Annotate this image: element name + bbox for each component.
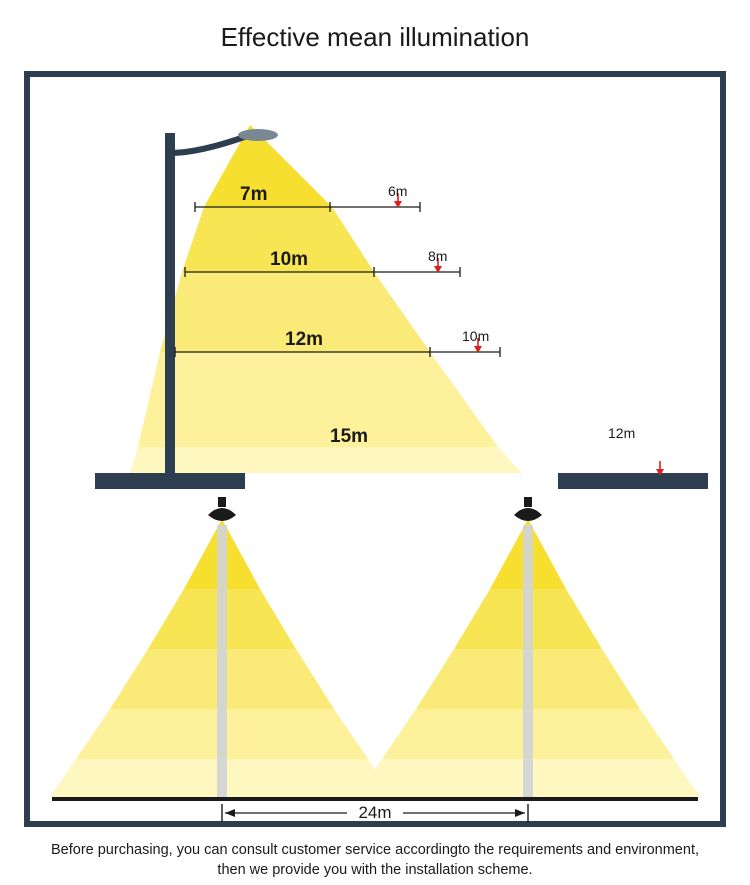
svg-text:12m: 12m — [608, 425, 635, 441]
svg-text:7m: 7m — [240, 184, 267, 205]
caption: Before purchasing, you can consult custo… — [0, 827, 750, 880]
lower-illustration: 24m — [30, 489, 720, 827]
lower-panel: 24m — [30, 489, 720, 827]
diagram-frame: 7m 6m 10m 8m 12m 10m 15m 12m 24m — [24, 71, 726, 827]
svg-text:10m: 10m — [462, 328, 489, 344]
upper-illustration: 7m 6m 10m 8m 12m 10m 15m 12m — [30, 77, 720, 489]
svg-text:6m: 6m — [388, 183, 407, 199]
svg-text:12m: 12m — [285, 329, 323, 350]
upper-panel: 7m 6m 10m 8m 12m 10m 15m 12m — [30, 77, 720, 489]
svg-text:15m: 15m — [330, 426, 368, 447]
caption-line2: then we provide you with the installatio… — [217, 862, 532, 878]
svg-text:8m: 8m — [428, 248, 447, 264]
svg-text:24m: 24m — [358, 803, 391, 822]
caption-line1: Before purchasing, you can consult custo… — [51, 842, 699, 858]
svg-text:10m: 10m — [270, 249, 308, 270]
page-title: Effective mean illumination — [0, 0, 750, 71]
